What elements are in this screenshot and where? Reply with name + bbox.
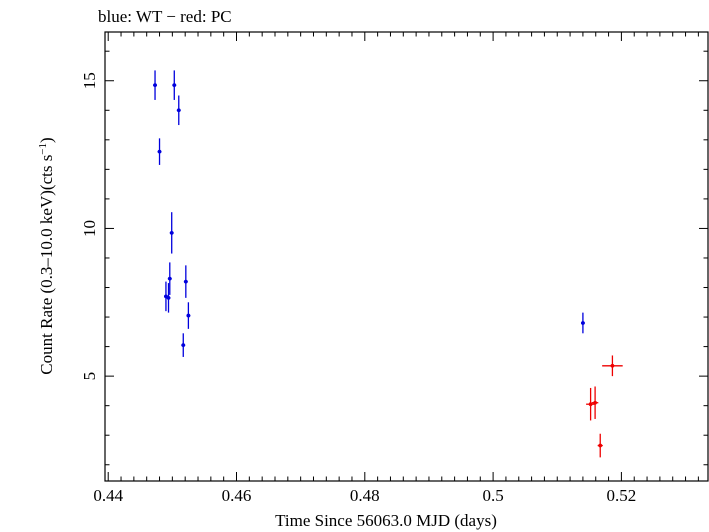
y-tick-label: 15: [80, 72, 99, 89]
x-tick-label: 0.48: [350, 486, 380, 505]
plot-frame: [104, 31, 709, 482]
x-tick-label: 0.44: [93, 486, 123, 505]
data-point: [186, 302, 191, 329]
point-marker: [598, 443, 603, 448]
y-tick-label: 5: [80, 372, 99, 381]
point-marker: [183, 279, 188, 284]
y-axis-label-main: Count Rate (0.3–10.0 keV)(cts s: [37, 155, 56, 375]
y-axis-label-close: ): [37, 137, 56, 143]
x-tick-label: 0.52: [607, 486, 637, 505]
point-marker: [588, 402, 593, 407]
axis-ticks: 0.44 0.46 0.48 0.5 0.52 5 10 15: [80, 32, 708, 505]
data-point: [602, 355, 623, 377]
point-marker: [153, 83, 157, 88]
data-point: [167, 262, 172, 295]
data-point: [172, 70, 177, 100]
point-marker: [176, 108, 181, 113]
x-tick-label: 0.46: [222, 486, 252, 505]
data-point: [157, 138, 162, 165]
data-point: [591, 386, 599, 419]
x-axis-label: Time Since 56063.0 MJD (days): [275, 511, 497, 530]
point-marker: [167, 276, 172, 281]
data-point: [580, 312, 585, 334]
y-tick-label: 10: [80, 220, 99, 237]
data-point: [166, 283, 171, 313]
x-tick-label: 0.5: [482, 486, 503, 505]
data-point: [176, 95, 181, 126]
y-axis-label-superscript: −1: [37, 143, 49, 155]
data-point: [183, 265, 188, 298]
y-axis-label: Count Rate (0.3–10.0 keV)(cts s−1): [37, 137, 56, 374]
data-points: [153, 70, 623, 458]
data-point: [153, 70, 157, 100]
data-point: [597, 433, 603, 458]
point-marker: [593, 400, 597, 405]
data-point: [164, 281, 168, 312]
point-marker: [610, 363, 615, 368]
point-marker: [157, 149, 162, 154]
point-marker: [169, 230, 174, 235]
chart-title: blue: WT − red: PC: [98, 7, 232, 26]
point-marker: [172, 83, 177, 88]
point-marker: [186, 313, 191, 318]
data-point: [586, 387, 596, 421]
data-point: [181, 333, 186, 357]
point-marker: [166, 295, 171, 300]
point-marker: [181, 343, 186, 348]
data-point: [169, 212, 174, 254]
point-marker: [581, 321, 585, 325]
